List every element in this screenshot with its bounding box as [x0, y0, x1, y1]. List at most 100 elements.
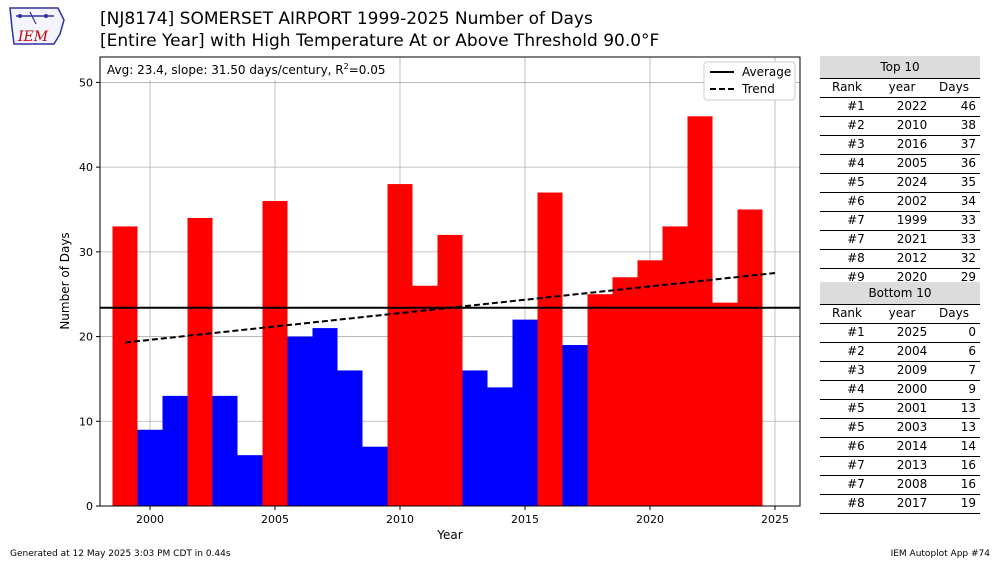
bar-2021 [662, 226, 688, 506]
bottom10-row: #7 2008 16 [820, 476, 980, 495]
days-cell: 35 [960, 175, 976, 189]
top10-row: #2 2010 38 [820, 117, 980, 136]
x-tick-label: 2015 [511, 513, 539, 526]
days-cell: 7 [968, 363, 976, 377]
year-cell: 2014 [896, 439, 928, 453]
rank-cell: #5 [847, 401, 865, 415]
year-cell: 2022 [896, 99, 928, 113]
x-tick-label: 2005 [261, 513, 289, 526]
y-tick-label: 10 [79, 415, 93, 428]
days-cell: 16 [960, 477, 976, 491]
y-tick-label: 50 [79, 76, 93, 89]
days-cell: 6 [968, 344, 976, 358]
days-cell: 46 [960, 99, 976, 113]
year-cell: 2024 [896, 175, 928, 189]
top10-row: #1 2022 46 [820, 98, 980, 117]
chart-title-line2: [Entire Year] with High Temperature At o… [100, 31, 660, 51]
bar-2020 [637, 260, 663, 506]
days-cell: 13 [960, 401, 976, 415]
days-cell: 33 [960, 213, 976, 227]
bottom10-row: #5 2003 13 [820, 419, 980, 438]
year-cell: 2000 [896, 382, 928, 396]
rank-cell: #5 [847, 175, 865, 189]
rank-cell: #8 [847, 251, 865, 265]
app-label: IEM Autoplot App #74 [890, 549, 990, 559]
days-cell: 19 [960, 496, 976, 510]
y-tick-label: 0 [86, 500, 93, 513]
days-cell: 0 [968, 325, 976, 339]
rank-cell: #5 [847, 420, 865, 434]
bottom10-row: #8 2017 19 [820, 495, 980, 514]
days-cell: 16 [960, 458, 976, 472]
y-tick-label: 30 [79, 246, 93, 259]
bottom10-title: Bottom 10 [820, 282, 980, 305]
legend: Average Trend [703, 61, 796, 101]
rank-cell: #6 [847, 194, 865, 208]
x-axis-label: Year [436, 528, 462, 542]
year-cell: 2003 [896, 420, 928, 434]
bar-2019 [612, 277, 638, 506]
bottom10-header-row: Rank year Days [820, 305, 980, 324]
bar-2022 [687, 116, 713, 507]
bar-2002 [187, 217, 213, 506]
top10-row: #4 2005 36 [820, 155, 980, 174]
bottom10-row: #5 2001 13 [820, 400, 980, 419]
annotation-text: Avg: 23.4, slope: 31.50 days/century, R2… [107, 62, 386, 77]
year-cell: 2009 [896, 363, 928, 377]
days-cell: 33 [960, 232, 976, 246]
y-tick-label: 40 [79, 161, 93, 174]
top10-row: #5 2024 35 [820, 174, 980, 193]
year-cell: 1999 [896, 213, 928, 227]
x-tick-label: 2020 [636, 513, 664, 526]
year-cell: 2013 [896, 458, 928, 472]
bar-2006 [287, 336, 313, 506]
rank-cell: #4 [847, 156, 865, 170]
year-cell: 2016 [896, 137, 928, 151]
legend-trend-label: Trend [741, 82, 775, 96]
bar-chart: 2000 2005 2010 2015 2020 2025 0 10 20 30 40 50 Year… [58, 56, 801, 542]
year-cell: 2017 [896, 496, 928, 510]
year-cell: 2010 [896, 118, 928, 132]
year-cell: 2005 [896, 156, 928, 170]
bottom10-row: #6 2014 14 [820, 438, 980, 457]
days-cell: 14 [960, 439, 976, 453]
top10-title: Top 10 [820, 56, 980, 79]
days-cell: 13 [960, 420, 976, 434]
rank-cell: #6 [847, 439, 865, 453]
bar-2007 [312, 328, 338, 506]
bar-2024 [737, 209, 763, 506]
plot-frame [99, 56, 801, 507]
year-cell: 2025 [896, 325, 928, 339]
bottom10-row: #7 2013 16 [820, 457, 980, 476]
rank-cell: #7 [847, 477, 865, 491]
chart-title-line1: [NJ8174] SOMERSET AIRPORT 1999-2025 Numb… [100, 9, 593, 29]
bar-2009 [362, 446, 388, 506]
year-cell: 2021 [896, 232, 928, 246]
days-cell: 38 [960, 118, 976, 132]
year-cell: 2012 [896, 251, 928, 265]
col-year: year [888, 80, 916, 94]
rank-cell: #2 [847, 344, 865, 358]
days-cell: 37 [960, 137, 976, 151]
rank-cell: #9 [847, 270, 865, 284]
rank-cell: #2 [847, 118, 865, 132]
bar-2013 [462, 370, 488, 506]
top10-row: #6 2002 34 [820, 193, 980, 212]
top10-row: #3 2016 37 [820, 136, 980, 155]
rank-cell: #7 [847, 213, 865, 227]
days-cell: 32 [960, 251, 976, 265]
rank-cell: #3 [847, 363, 865, 377]
bar-2018 [587, 294, 613, 506]
days-cell: 36 [960, 156, 976, 170]
bottom10-row: #1 2025 0 [820, 324, 980, 343]
days-cell: 9 [968, 382, 976, 396]
svg-text:IEM: IEM [17, 29, 49, 45]
rank-cell: #1 [847, 325, 865, 339]
bar-2008 [337, 370, 363, 506]
bar-2023 [712, 302, 738, 506]
top10-table: Top 10 Rank year Days #1 2022 46 #2 2010 38 #3… [820, 56, 980, 288]
bar-2003 [212, 395, 238, 506]
col-year: year [888, 306, 916, 320]
bar-2000 [137, 429, 163, 506]
col-days: Days [939, 306, 969, 320]
